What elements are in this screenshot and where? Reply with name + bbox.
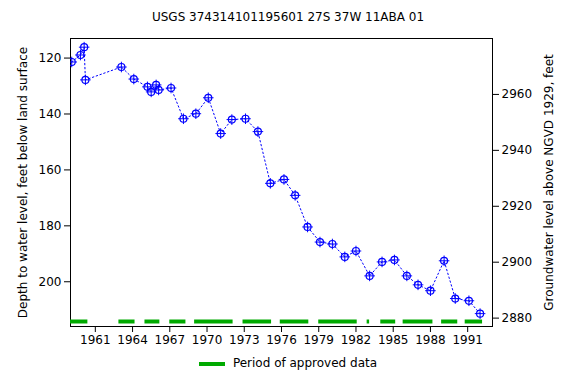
svg-text:1967: 1967 <box>155 333 186 347</box>
svg-text:1961: 1961 <box>80 333 111 347</box>
svg-text:1979: 1979 <box>303 333 334 347</box>
svg-text:1973: 1973 <box>229 333 260 347</box>
svg-text:120: 120 <box>39 51 62 65</box>
svg-text:200: 200 <box>39 275 62 289</box>
html-text:Period of approved data: Period of approved data <box>232 356 378 370</box>
html-text:USGS 374314101195601 27S 37W 1: USGS 374314101195601 27S 37W 11ABA 01 <box>151 10 425 24</box>
svg-text:2900: 2900 <box>502 255 533 269</box>
svg-text:2920: 2920 <box>502 199 533 213</box>
svg-text:160: 160 <box>39 163 62 177</box>
svg-text:2960: 2960 <box>502 87 533 101</box>
svg-text:1964: 1964 <box>117 333 148 347</box>
svg-text:1976: 1976 <box>266 333 297 347</box>
svg-text:180: 180 <box>39 219 62 233</box>
svg-text:1982: 1982 <box>341 333 372 347</box>
svg-text:2880: 2880 <box>502 311 533 325</box>
svg-text:140: 140 <box>39 107 62 121</box>
svg-text:1985: 1985 <box>378 333 409 347</box>
svg-text:Depth to water level, feet bel: Depth to water level, feet below land su… <box>16 47 30 318</box>
svg-text:2940: 2940 <box>502 143 533 157</box>
svg-text:Groundwater level above NGVD 1: Groundwater level above NGVD 1929, feet <box>542 54 556 311</box>
svg-text:1970: 1970 <box>192 333 223 347</box>
svg-text:1991: 1991 <box>452 333 483 347</box>
svg-text:1988: 1988 <box>415 333 446 347</box>
